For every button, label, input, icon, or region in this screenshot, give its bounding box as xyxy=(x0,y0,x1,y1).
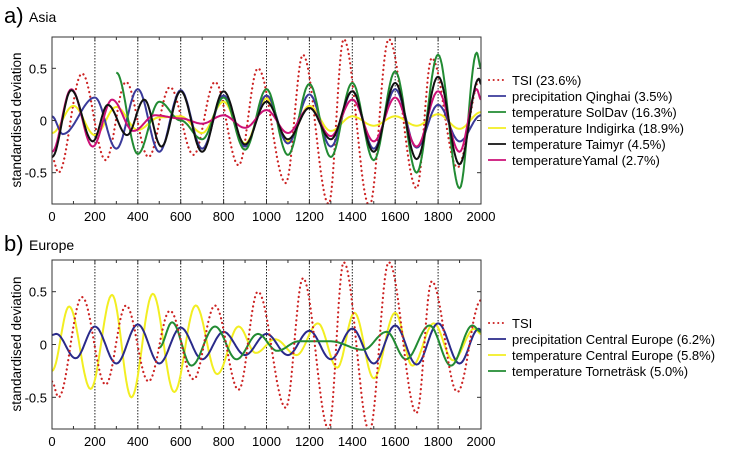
axis-ticks: 0 200 400 600 800 1000 1200 1400 1600 1800 2000 -0.… xyxy=(25,260,496,449)
legend-item: temperature Taimyr (4.5%) xyxy=(488,137,666,152)
y-tick-label: -0.5 xyxy=(25,166,47,181)
legend-label: temperature Torneträsk (5.0%) xyxy=(512,364,688,379)
legend-label: temperatureYamal (2.7%) xyxy=(512,153,660,168)
panel-europe: b) Europe standardised deviation 0 200 400… xyxy=(4,231,715,449)
y-tick-label: -0.5 xyxy=(25,390,47,405)
x-tick-label: 2000 xyxy=(467,209,496,224)
x-tick-label: 1400 xyxy=(338,209,367,224)
legend-label: precipitation Qinghai (3.5%) xyxy=(512,89,672,104)
series-layer xyxy=(52,37,481,204)
y-tick-label: 0.5 xyxy=(29,285,47,300)
panel-asia: a) Asia standardised deviation 0 200 400 60… xyxy=(4,3,684,224)
axis-ticks: 0 200 400 600 800 1000 1200 1400 1600 1800 2000 -0.… xyxy=(25,37,496,224)
x-tick-label: 200 xyxy=(84,434,106,449)
legend: TSI (23.6%)precipitation Qinghai (3.5%)t… xyxy=(488,73,684,168)
panel-letter: a) xyxy=(4,3,24,28)
y-tick-label: 0 xyxy=(40,338,47,353)
legend-label: temperature SolDav (16.3%) xyxy=(512,105,677,120)
legend-item: temperature SolDav (16.3%) xyxy=(488,105,677,120)
x-tick-label: 800 xyxy=(213,434,235,449)
panel-letter: b) xyxy=(4,231,24,256)
x-tick-label: 800 xyxy=(213,209,235,224)
x-tick-label: 600 xyxy=(170,434,192,449)
x-tick-label: 1600 xyxy=(381,209,410,224)
x-tick-label: 1400 xyxy=(338,434,367,449)
x-tick-label: 1800 xyxy=(424,209,453,224)
y-axis-label: standardised deviation xyxy=(9,276,24,411)
legend-label: precipitation Central Europe (6.2%) xyxy=(512,332,715,347)
x-tick-label: 1200 xyxy=(295,434,324,449)
x-tick-label: 200 xyxy=(84,209,106,224)
legend-item: TSI (23.6%) xyxy=(488,73,581,88)
y-tick-label: 0 xyxy=(40,114,47,129)
series-line-temperature-indigirka-18-9 xyxy=(52,97,481,145)
x-tick-label: 1000 xyxy=(252,434,281,449)
x-tick-label: 400 xyxy=(127,209,149,224)
series-line-temperatureyamal-2-7 xyxy=(52,88,481,153)
x-tick-label: 2000 xyxy=(467,434,496,449)
panel-title: Europe xyxy=(29,237,74,253)
legend-item: temperatureYamal (2.7%) xyxy=(488,153,660,168)
panel-title: Asia xyxy=(29,9,56,25)
legend-label: temperature Indigirka (18.9%) xyxy=(512,121,684,136)
series-line-temperature-soldav-16-3 xyxy=(115,51,481,190)
x-tick-label: 1800 xyxy=(424,434,453,449)
x-tick-label: 1200 xyxy=(295,209,324,224)
series-line-temperature-central-europe-5-8 xyxy=(52,292,481,399)
series-line-tsi-23-6 xyxy=(52,37,481,204)
x-tick-label: 1000 xyxy=(252,209,281,224)
legend-item: TSI xyxy=(488,316,532,331)
legend-label: temperature Taimyr (4.5%) xyxy=(512,137,666,152)
series-line-precipitation-central-europe-6-2 xyxy=(52,322,481,366)
gridlines xyxy=(94,37,439,204)
legend-item: precipitation Central Europe (6.2%) xyxy=(488,332,715,347)
series-line-tsi xyxy=(52,260,481,429)
legend-label: TSI (23.6%) xyxy=(512,73,581,88)
y-tick-label: 0.5 xyxy=(29,61,47,76)
legend-item: precipitation Qinghai (3.5%) xyxy=(488,89,672,104)
x-tick-label: 0 xyxy=(48,209,55,224)
legend-item: temperature Torneträsk (5.0%) xyxy=(488,364,688,379)
x-tick-label: 600 xyxy=(170,209,192,224)
series-line-temperature-tornetr-sk-5-0 xyxy=(158,321,481,367)
series-layer xyxy=(52,260,481,429)
legend-label: TSI xyxy=(512,316,532,331)
y-axis-label: standardised deviation xyxy=(9,52,24,187)
series-line-temperature-taimyr-4-5 xyxy=(52,75,481,166)
x-tick-label: 0 xyxy=(48,434,55,449)
x-tick-label: 400 xyxy=(127,434,149,449)
legend-item: temperature Indigirka (18.9%) xyxy=(488,121,684,136)
legend-item: temperature Central Europe (5.8%) xyxy=(488,348,715,363)
legend-label: temperature Central Europe (5.8%) xyxy=(512,348,715,363)
x-tick-label: 1600 xyxy=(381,434,410,449)
